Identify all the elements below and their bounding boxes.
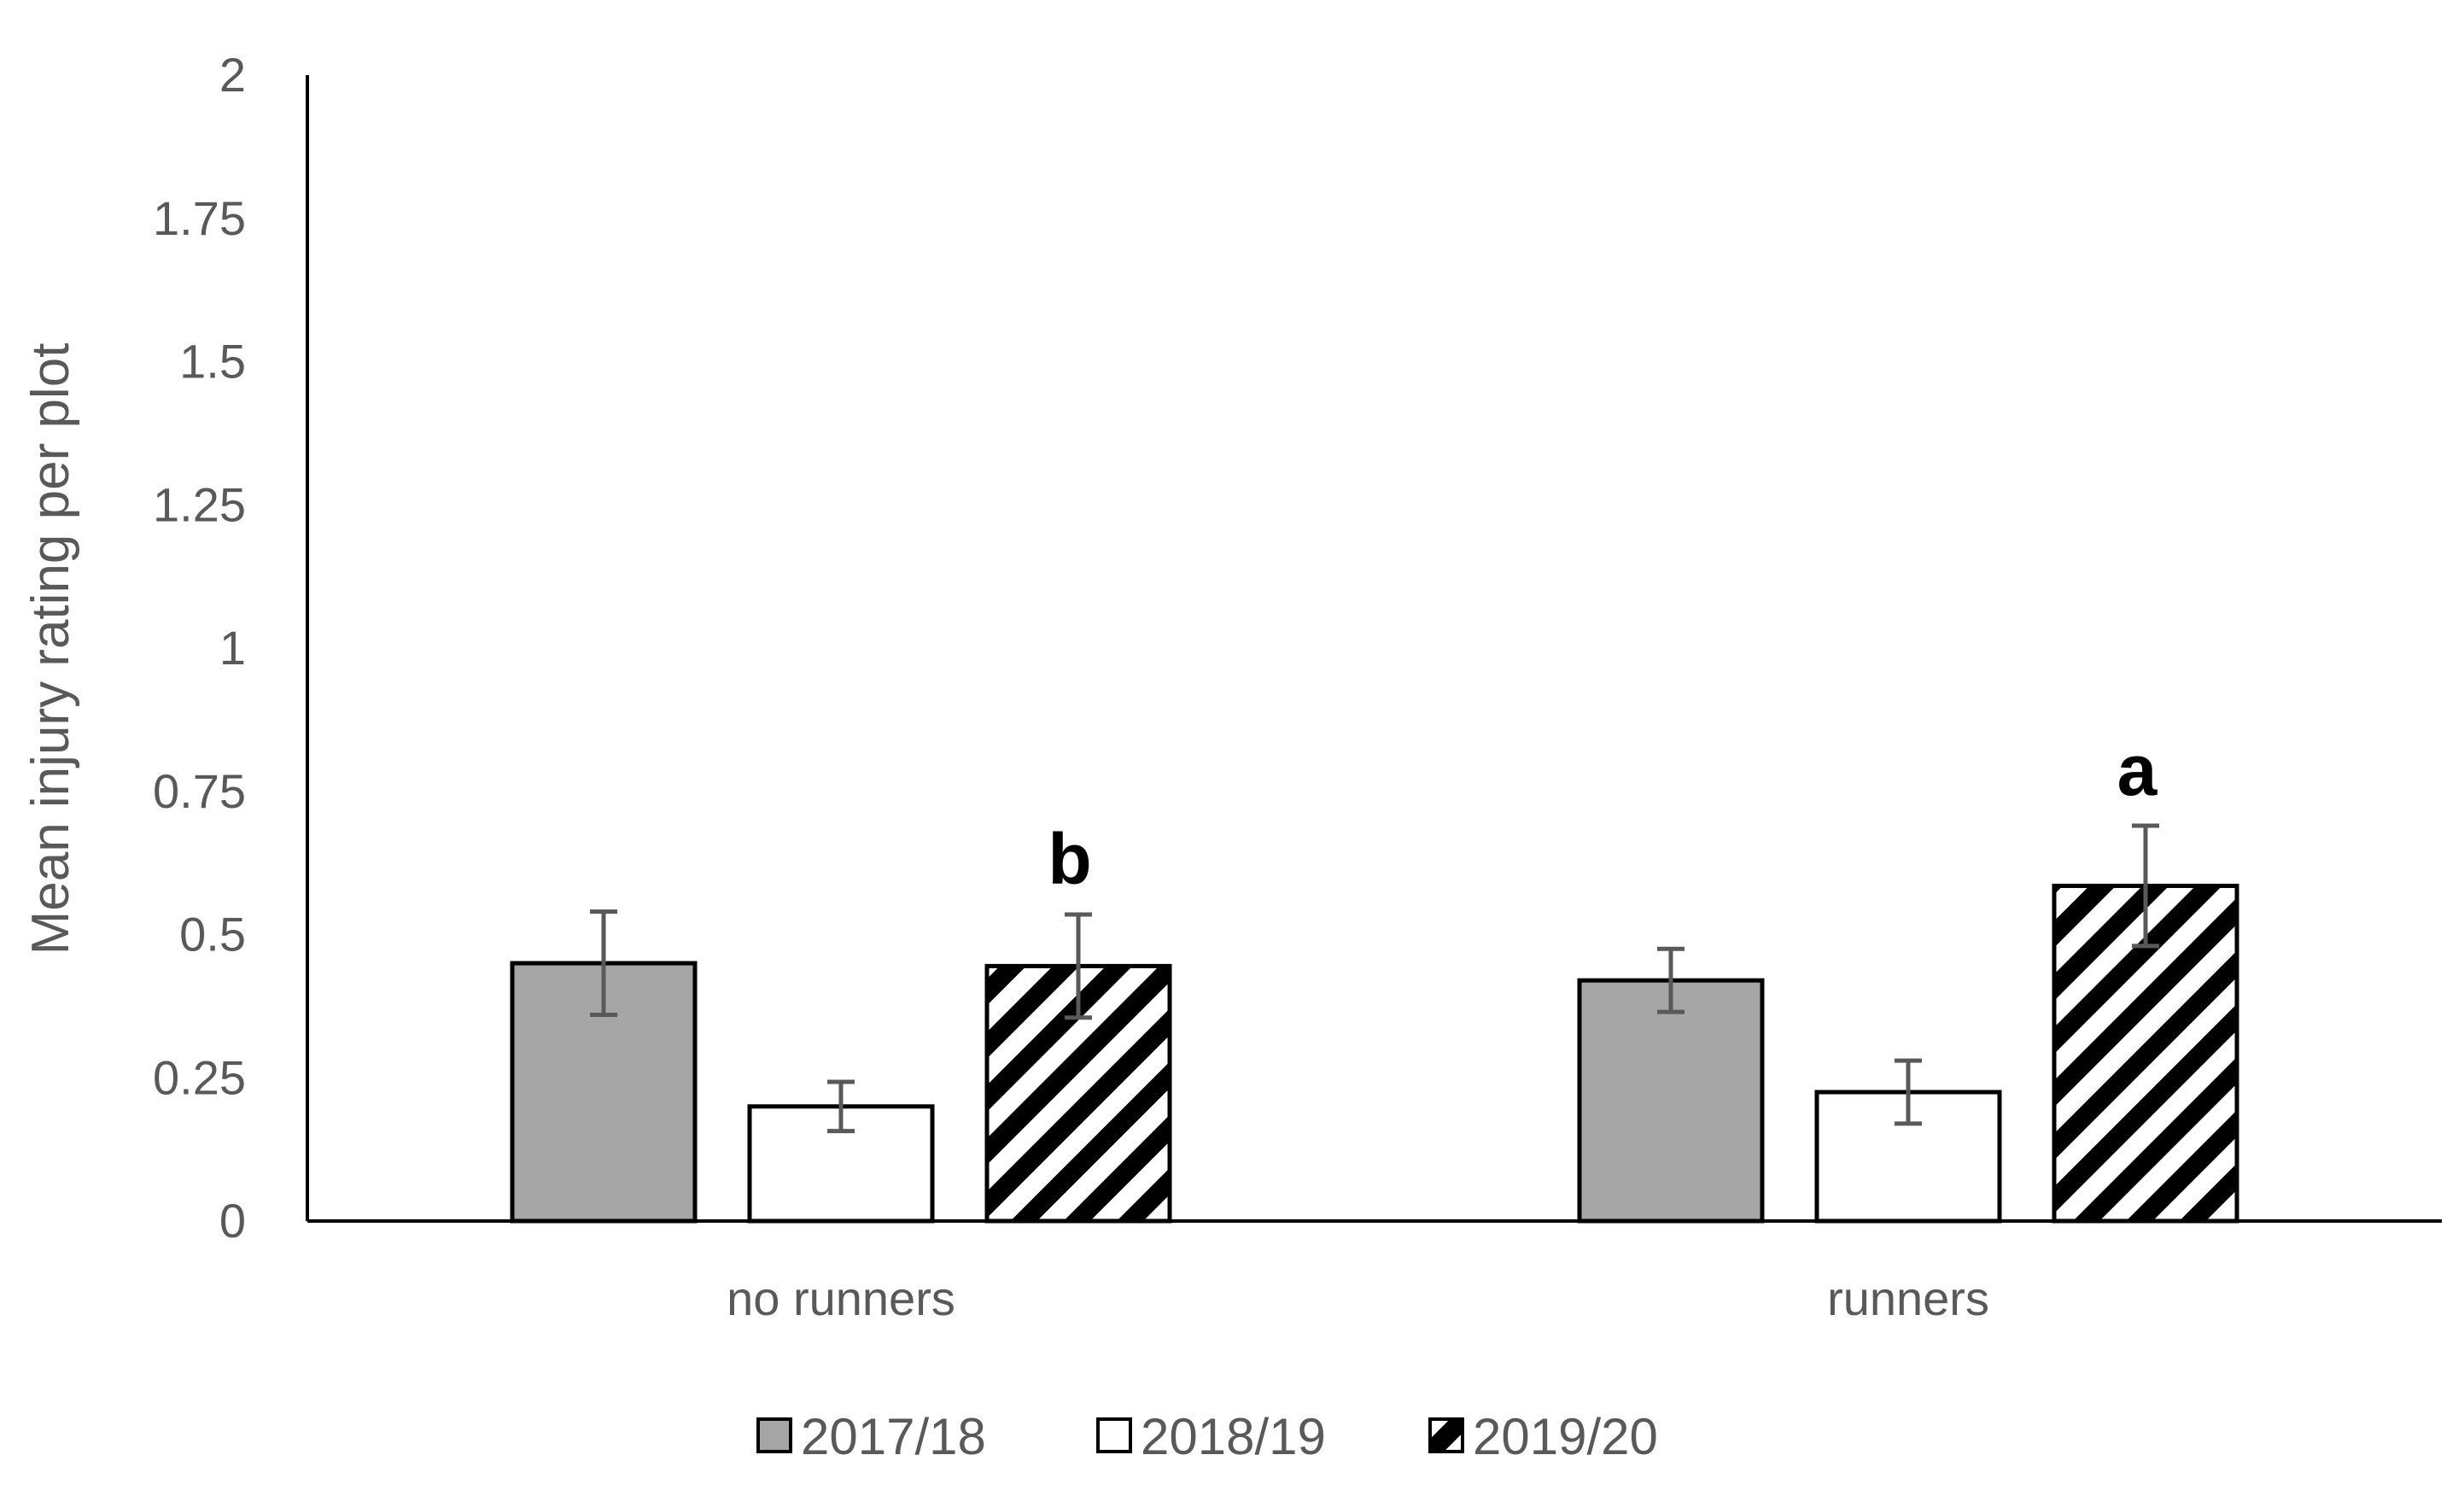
- y-tick-label: 1.75: [153, 191, 246, 245]
- legend-swatch: [1096, 1417, 1132, 1453]
- error-bars: [590, 823, 2159, 1134]
- y-tick-labels: 0 0.25 0.5 0.75 1 1.25 1.5 1.75 2: [153, 48, 246, 1248]
- legend-label: 2017/18: [801, 1408, 986, 1465]
- y-tick-label: 0.75: [153, 764, 246, 818]
- y-tick-label: 1.5: [179, 335, 246, 389]
- legend-swatch: [1428, 1417, 1464, 1453]
- significance-letters: ba: [1048, 730, 2157, 899]
- y-tick-label: 2: [219, 48, 246, 102]
- x-tick-label: no runners: [727, 1271, 955, 1325]
- legend-label: 2018/19: [1141, 1408, 1326, 1465]
- x-tick-label: runners: [1827, 1271, 1989, 1325]
- y-tick-label: 0.25: [153, 1050, 246, 1104]
- x-tick-labels: no runners runners: [727, 1271, 1989, 1325]
- y-tick-label: 0.5: [179, 908, 246, 961]
- legend-label: 2019/20: [1473, 1408, 1658, 1465]
- significance-letter: a: [2117, 730, 2158, 810]
- significance-letter: b: [1048, 819, 1091, 899]
- legend-swatch: [756, 1417, 792, 1453]
- y-tick-label: 1.25: [153, 477, 246, 531]
- bar: [1814, 1090, 2002, 1224]
- y-tick-label: 1: [219, 621, 246, 675]
- y-axis-label: Mean injury rating per plot: [21, 343, 80, 955]
- bars: [510, 883, 2239, 1224]
- y-tick-label: 0: [219, 1194, 246, 1248]
- bar: [1577, 978, 1765, 1224]
- legend: 2017/18 2018/19 2019/20: [756, 1408, 1658, 1465]
